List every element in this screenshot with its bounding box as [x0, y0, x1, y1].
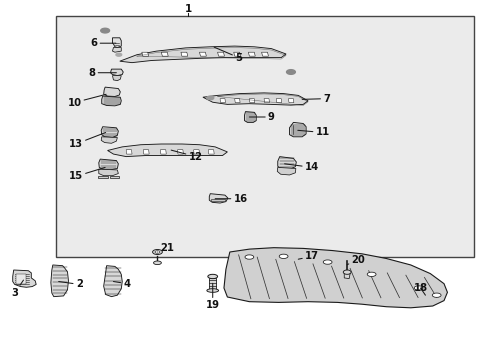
- Ellipse shape: [152, 249, 162, 255]
- Polygon shape: [193, 150, 199, 154]
- Text: 13: 13: [69, 132, 105, 149]
- Polygon shape: [177, 150, 183, 154]
- Polygon shape: [16, 274, 26, 284]
- Ellipse shape: [244, 255, 253, 259]
- Polygon shape: [209, 278, 216, 290]
- Polygon shape: [344, 274, 349, 279]
- Polygon shape: [203, 93, 307, 105]
- Polygon shape: [261, 52, 268, 56]
- Polygon shape: [99, 159, 118, 170]
- Text: 3: 3: [11, 280, 23, 298]
- Text: 16: 16: [215, 194, 247, 204]
- Ellipse shape: [116, 53, 122, 56]
- Polygon shape: [98, 176, 107, 178]
- Polygon shape: [112, 48, 121, 52]
- Polygon shape: [143, 150, 149, 154]
- Text: 19: 19: [205, 283, 219, 310]
- Polygon shape: [13, 270, 36, 287]
- Text: 9: 9: [249, 112, 274, 122]
- Text: 10: 10: [67, 94, 106, 108]
- Polygon shape: [99, 169, 118, 176]
- Polygon shape: [112, 38, 121, 48]
- Polygon shape: [161, 52, 168, 56]
- Bar: [56, 16, 473, 257]
- Text: 5: 5: [214, 47, 242, 63]
- Polygon shape: [51, 265, 68, 297]
- Polygon shape: [224, 248, 447, 308]
- Polygon shape: [199, 52, 206, 56]
- Text: 4: 4: [113, 279, 130, 289]
- Polygon shape: [276, 99, 281, 103]
- Ellipse shape: [155, 251, 160, 253]
- Polygon shape: [277, 157, 296, 169]
- Polygon shape: [233, 52, 240, 56]
- Ellipse shape: [343, 270, 350, 274]
- Text: 7: 7: [302, 94, 329, 104]
- Polygon shape: [110, 176, 119, 178]
- Polygon shape: [101, 137, 117, 143]
- Text: 12: 12: [171, 150, 202, 162]
- Polygon shape: [217, 52, 224, 56]
- Text: 6: 6: [90, 38, 116, 48]
- Polygon shape: [103, 266, 122, 297]
- Polygon shape: [181, 52, 187, 56]
- Ellipse shape: [286, 70, 295, 75]
- Ellipse shape: [153, 261, 161, 265]
- Polygon shape: [209, 194, 227, 203]
- Polygon shape: [120, 46, 285, 63]
- Text: 14: 14: [284, 162, 319, 172]
- Polygon shape: [126, 150, 132, 154]
- Text: 1: 1: [184, 4, 191, 14]
- Polygon shape: [107, 144, 227, 157]
- Polygon shape: [244, 112, 256, 122]
- Ellipse shape: [431, 293, 440, 297]
- Text: 11: 11: [297, 127, 329, 138]
- Polygon shape: [234, 99, 240, 103]
- Ellipse shape: [279, 254, 287, 258]
- Polygon shape: [220, 99, 225, 103]
- Polygon shape: [248, 52, 255, 56]
- Polygon shape: [110, 69, 123, 76]
- Text: 20: 20: [346, 255, 365, 265]
- Polygon shape: [208, 150, 214, 154]
- Text: 8: 8: [88, 68, 116, 78]
- Ellipse shape: [206, 96, 213, 100]
- Text: 21: 21: [157, 243, 174, 253]
- Polygon shape: [160, 150, 166, 154]
- Ellipse shape: [101, 28, 109, 33]
- Text: 18: 18: [413, 283, 427, 295]
- Ellipse shape: [206, 289, 218, 292]
- Polygon shape: [102, 96, 121, 106]
- Text: 15: 15: [69, 167, 105, 181]
- Polygon shape: [289, 122, 305, 137]
- Ellipse shape: [207, 274, 217, 279]
- Polygon shape: [277, 167, 295, 175]
- Polygon shape: [101, 127, 118, 138]
- Text: 17: 17: [298, 251, 318, 261]
- Ellipse shape: [323, 260, 331, 264]
- Polygon shape: [249, 99, 254, 103]
- Polygon shape: [142, 52, 148, 56]
- Ellipse shape: [413, 286, 422, 290]
- Polygon shape: [264, 99, 269, 103]
- Polygon shape: [288, 99, 293, 103]
- Ellipse shape: [366, 272, 375, 276]
- Polygon shape: [211, 199, 224, 201]
- Polygon shape: [103, 87, 120, 96]
- Text: 2: 2: [59, 279, 82, 289]
- Polygon shape: [112, 76, 121, 81]
